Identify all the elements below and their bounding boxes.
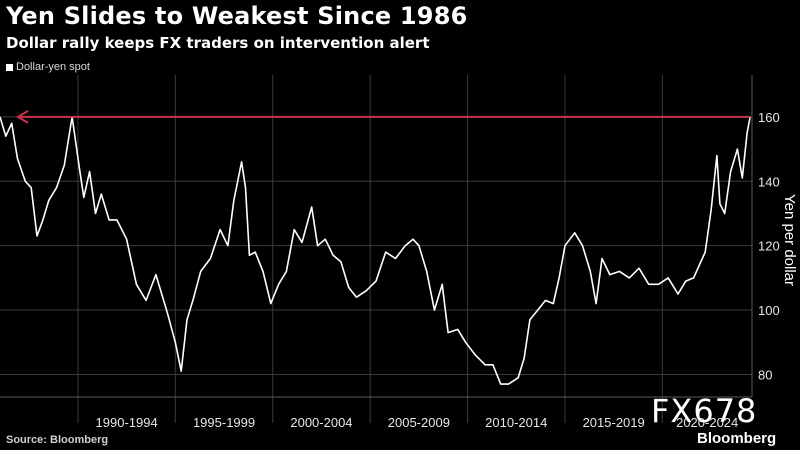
x-category-label: 1995-1999 bbox=[193, 415, 255, 430]
brand-logo: Bloomberg bbox=[697, 430, 777, 447]
x-category-label: 2020-2024 bbox=[676, 415, 738, 430]
x-category-label: 2000-2004 bbox=[290, 415, 352, 430]
y-tick-label: 160 bbox=[758, 110, 780, 125]
legend-label: Dollar-yen spot bbox=[16, 61, 90, 73]
x-category-label: 2010-2014 bbox=[485, 415, 547, 430]
x-axis-categories: 1990-1994 1995-1999 2000-2004 2005-2009 2010… bbox=[96, 415, 739, 430]
x-category-label: 2005-2009 bbox=[388, 415, 450, 430]
legend: Dollar-yen spot bbox=[6, 61, 90, 73]
y-tick-label: 120 bbox=[758, 239, 780, 254]
chart-subtitle: Dollar rally keeps FX traders on interve… bbox=[6, 34, 430, 52]
y-axis-ticks: 80 100 120 140 160 bbox=[758, 110, 780, 383]
series-layer bbox=[0, 116, 751, 385]
watermark: FX678 bbox=[651, 392, 758, 430]
x-category-label: 1990-1994 bbox=[96, 415, 158, 430]
reference-line-group bbox=[16, 110, 751, 124]
reference-arrowhead bbox=[16, 110, 29, 124]
grid bbox=[0, 75, 752, 423]
y-tick-label: 140 bbox=[758, 174, 780, 189]
y-axis-label: Yen per dollar bbox=[781, 194, 798, 286]
x-category-label: 2015-2019 bbox=[583, 415, 645, 430]
source-note: Source: Bloomberg bbox=[6, 434, 109, 446]
series-line-dollar-yen bbox=[0, 116, 751, 385]
chart-title: Yen Slides to Weakest Since 1986 bbox=[6, 2, 468, 30]
legend-swatch bbox=[6, 63, 13, 71]
y-tick-label: 100 bbox=[758, 303, 780, 318]
y-tick-label: 80 bbox=[758, 367, 772, 382]
